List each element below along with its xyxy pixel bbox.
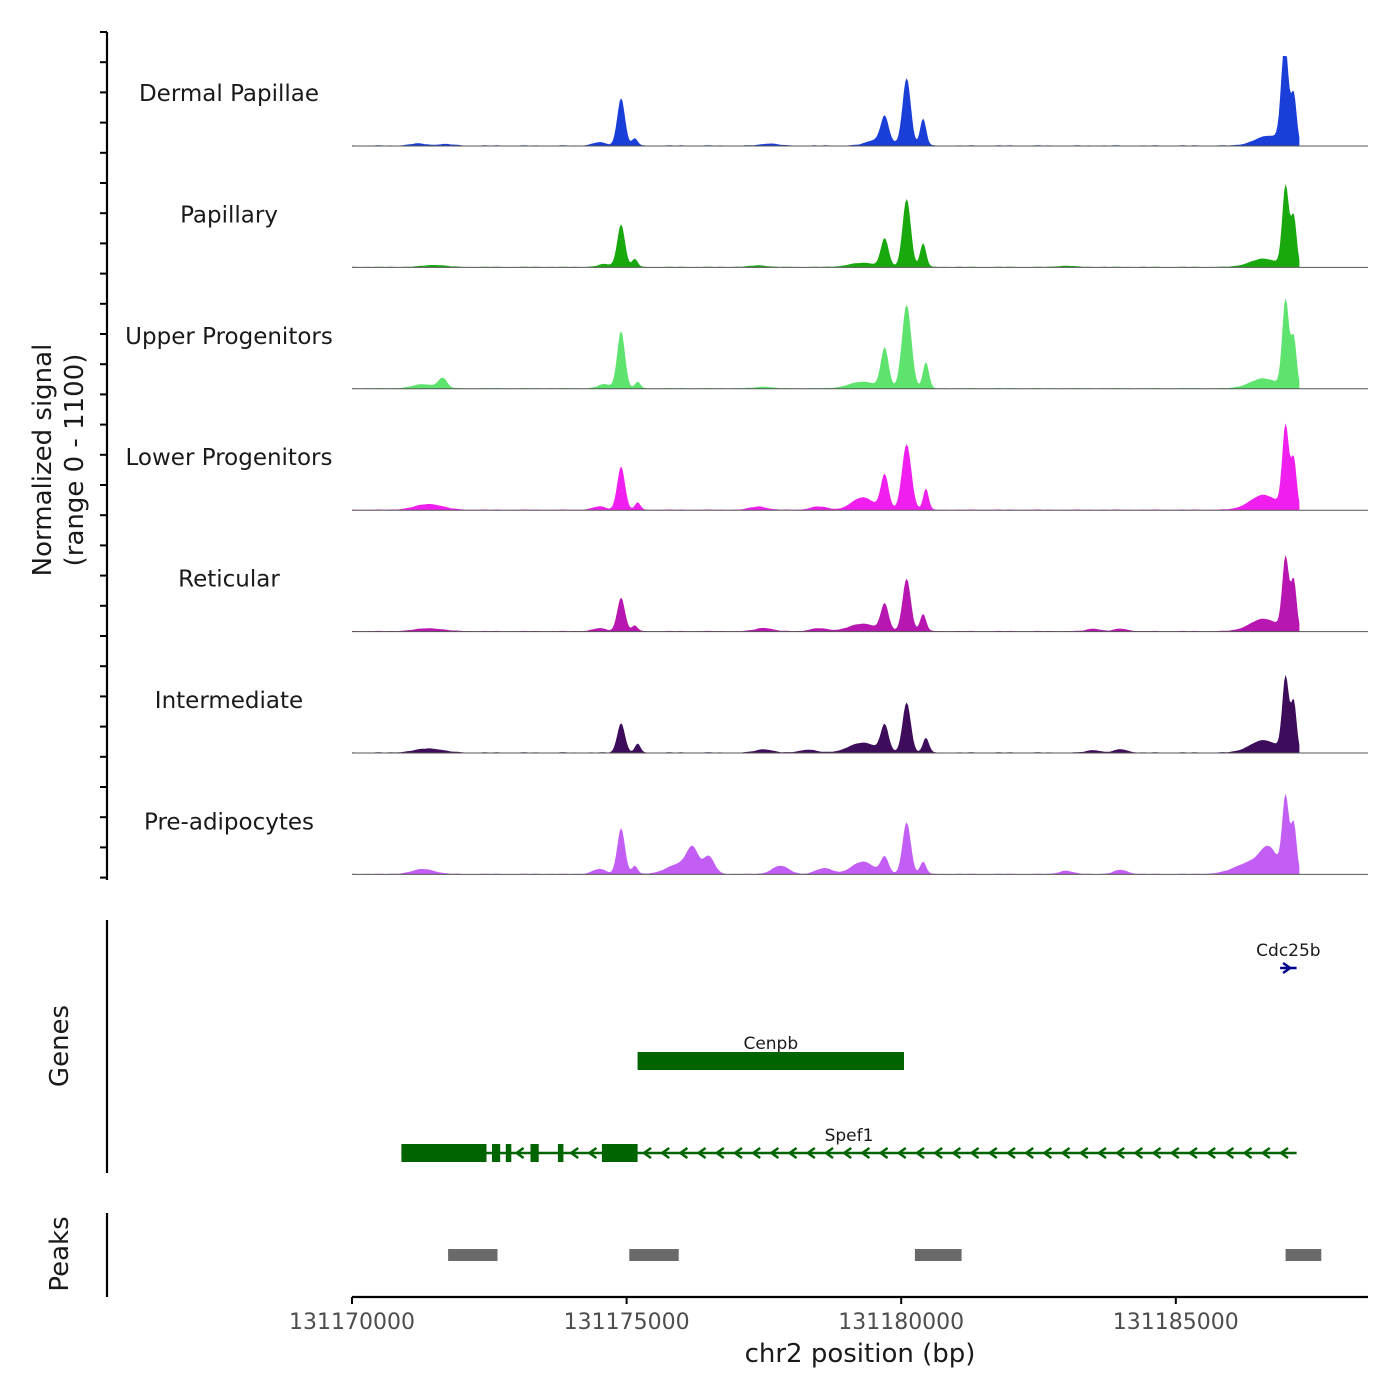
track-label: Intermediate bbox=[155, 688, 303, 714]
peaks-panel-label: Peaks bbox=[45, 1216, 75, 1291]
track-papillary: Papillary bbox=[180, 183, 1368, 268]
strand-arrow bbox=[569, 1146, 579, 1160]
strand-arrow bbox=[1169, 1146, 1180, 1160]
genes-panel-label: Genes bbox=[45, 1005, 75, 1087]
peak-region bbox=[629, 1249, 679, 1261]
strand-arrow bbox=[1042, 1146, 1053, 1160]
strand-arrow bbox=[951, 1146, 962, 1160]
x-axis: 131170000 131175000 131180000 131185000 bbox=[289, 1295, 1368, 1335]
track-pre-adipocytes: Pre-adipocytes bbox=[144, 793, 1368, 875]
track-label: Papillary bbox=[180, 202, 278, 228]
gene-panel: Cdc25b Cenpb Spef1 bbox=[401, 941, 1321, 1162]
strand-arrow bbox=[1206, 1146, 1216, 1160]
gene-exon bbox=[492, 1144, 501, 1162]
strand-arrow bbox=[805, 1146, 816, 1160]
strand-arrow bbox=[914, 1146, 925, 1160]
gene-exon bbox=[557, 1144, 564, 1162]
gene-label: Spef1 bbox=[825, 1126, 874, 1146]
strand-arrow bbox=[587, 1146, 598, 1160]
strand-arrow bbox=[1060, 1146, 1071, 1160]
strand-arrow bbox=[860, 1146, 871, 1160]
track-label: Upper Progenitors bbox=[125, 324, 333, 350]
x-axis-title: chr2 position (bp) bbox=[745, 1339, 976, 1369]
track-label: Lower Progenitors bbox=[126, 445, 333, 471]
strand-arrow bbox=[969, 1146, 980, 1160]
strand-arrow bbox=[987, 1146, 998, 1160]
strand-arrow bbox=[1224, 1146, 1235, 1160]
x-tick-label: 131180000 bbox=[838, 1310, 964, 1335]
strand-arrow bbox=[732, 1146, 743, 1160]
gene-exon bbox=[530, 1144, 539, 1162]
strand-arrow bbox=[514, 1146, 525, 1160]
x-tick-label: 131185000 bbox=[1113, 1310, 1239, 1335]
signal-area bbox=[352, 423, 1300, 511]
track-label: Pre-adipocytes bbox=[144, 809, 314, 835]
strand-arrow bbox=[878, 1146, 889, 1160]
peak-region bbox=[448, 1249, 498, 1261]
signal-tracks: Dermal Papillae Papillary Upper Progenitor… bbox=[125, 56, 1368, 875]
track-dermal-papillae: Dermal Papillae bbox=[139, 56, 1368, 147]
left-axes bbox=[100, 31, 109, 1297]
signal-area bbox=[352, 793, 1300, 875]
gene-exon bbox=[505, 1144, 512, 1162]
strand-arrow bbox=[769, 1146, 780, 1160]
strand-arrow bbox=[896, 1146, 907, 1160]
track-label: Dermal Papillae bbox=[139, 81, 319, 107]
strand-arrow bbox=[933, 1146, 943, 1160]
track-label: Reticular bbox=[178, 567, 280, 593]
strand-arrow bbox=[1242, 1146, 1253, 1160]
strand-arrow bbox=[660, 1146, 670, 1160]
track-intermediate: Intermediate bbox=[155, 674, 1368, 754]
signal-area bbox=[352, 555, 1300, 632]
x-tick-label: 131170000 bbox=[289, 1310, 415, 1335]
strand-arrow bbox=[641, 1146, 652, 1160]
gene-cdc25b: Cdc25b bbox=[1256, 941, 1321, 975]
strand-arrow bbox=[1024, 1146, 1034, 1160]
strand-arrow bbox=[1278, 1146, 1289, 1160]
strand-arrow bbox=[1151, 1146, 1162, 1160]
signal-area bbox=[352, 674, 1300, 753]
gene-spef1: Spef1 bbox=[401, 1126, 1297, 1162]
track-reticular: Reticular bbox=[178, 555, 1368, 633]
signal-area bbox=[352, 183, 1300, 268]
strand-arrow bbox=[1282, 961, 1293, 975]
strand-arrow bbox=[678, 1146, 689, 1160]
peak-panel bbox=[448, 1249, 1322, 1261]
strand-arrow bbox=[751, 1146, 761, 1160]
y-axis-title-line1: Normalized signal bbox=[28, 344, 58, 577]
track-upper-progenitors: Upper Progenitors bbox=[125, 298, 1368, 390]
signal-area bbox=[352, 56, 1300, 146]
strand-arrow bbox=[787, 1146, 798, 1160]
signal-area bbox=[352, 298, 1300, 389]
gene-exon bbox=[637, 1052, 904, 1070]
track-lower-progenitors: Lower Progenitors bbox=[126, 423, 1368, 511]
gene-exon bbox=[601, 1144, 638, 1162]
gene-exon bbox=[401, 1144, 487, 1162]
strand-arrow bbox=[1260, 1146, 1271, 1160]
strand-arrow bbox=[1115, 1146, 1125, 1160]
strand-arrow bbox=[696, 1146, 707, 1160]
strand-arrow bbox=[842, 1146, 852, 1160]
strand-arrow bbox=[823, 1146, 834, 1160]
gene-label: Cenpb bbox=[743, 1034, 798, 1054]
strand-arrow bbox=[1096, 1146, 1107, 1160]
peak-region bbox=[914, 1249, 962, 1261]
strand-arrow bbox=[1078, 1146, 1089, 1160]
gene-cenpb: Cenpb bbox=[637, 1034, 904, 1070]
gene-label: Cdc25b bbox=[1256, 941, 1320, 961]
strand-arrow bbox=[1133, 1146, 1144, 1160]
strand-arrow bbox=[714, 1146, 725, 1160]
x-tick-label: 131175000 bbox=[564, 1310, 690, 1335]
y-axis-title-line2: (range 0 - 1100) bbox=[60, 354, 90, 567]
strand-arrow bbox=[1005, 1146, 1016, 1160]
strand-arrow bbox=[1187, 1146, 1198, 1160]
peak-region bbox=[1285, 1249, 1322, 1261]
